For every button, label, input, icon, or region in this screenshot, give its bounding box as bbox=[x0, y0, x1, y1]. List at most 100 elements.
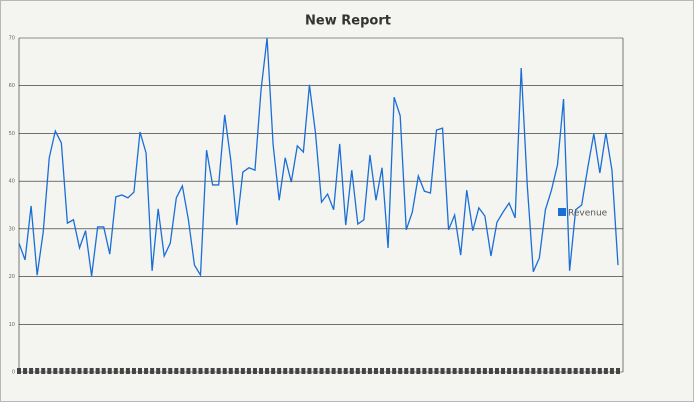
x-tick-mark bbox=[271, 368, 276, 374]
x-tick-mark bbox=[210, 368, 215, 374]
x-tick-mark bbox=[349, 368, 354, 374]
x-tick-mark bbox=[513, 368, 518, 374]
x-tick-mark bbox=[367, 368, 372, 374]
x-tick-mark bbox=[162, 368, 167, 374]
x-tick-mark bbox=[410, 368, 415, 374]
x-tick-mark bbox=[295, 368, 300, 374]
x-tick-mark bbox=[289, 368, 294, 374]
x-tick-mark bbox=[337, 368, 342, 374]
x-tick-mark bbox=[107, 368, 112, 374]
x-tick-mark bbox=[470, 368, 475, 374]
x-tick-mark bbox=[458, 368, 463, 374]
x-tick-mark bbox=[125, 368, 130, 374]
x-tick-mark bbox=[428, 368, 433, 374]
x-tick-mark bbox=[525, 368, 530, 374]
x-tick-mark bbox=[174, 368, 179, 374]
x-tick-mark bbox=[131, 368, 136, 374]
x-tick-mark bbox=[95, 368, 100, 374]
x-tick-mark bbox=[89, 368, 94, 374]
x-tick-mark bbox=[192, 368, 197, 374]
legend-label: Revenue bbox=[568, 209, 608, 219]
x-tick-mark bbox=[392, 368, 397, 374]
x-tick-mark bbox=[416, 368, 421, 374]
x-tick-mark bbox=[23, 368, 28, 374]
legend-marker bbox=[558, 208, 566, 216]
x-tick-mark bbox=[434, 368, 439, 374]
y-tick-label: 0 bbox=[12, 370, 15, 376]
x-tick-mark bbox=[265, 368, 270, 374]
x-tick-mark bbox=[507, 368, 512, 374]
x-tick-mark bbox=[150, 368, 155, 374]
x-tick-mark bbox=[65, 368, 70, 374]
x-tick-mark bbox=[579, 368, 584, 374]
x-tick-mark bbox=[531, 368, 536, 374]
y-tick-label: 20 bbox=[9, 274, 15, 280]
x-tick-mark bbox=[561, 368, 566, 374]
y-tick-label: 30 bbox=[9, 226, 15, 232]
x-tick-mark bbox=[543, 368, 548, 374]
x-tick-mark bbox=[259, 368, 264, 374]
y-tick-label: 70 bbox=[9, 36, 15, 42]
x-tick-mark bbox=[573, 368, 578, 374]
x-tick-mark bbox=[113, 368, 118, 374]
x-tick-mark bbox=[597, 368, 602, 374]
x-tick-mark bbox=[101, 368, 106, 374]
x-tick-mark bbox=[198, 368, 203, 374]
x-tick-mark bbox=[519, 368, 524, 374]
x-tick-mark bbox=[501, 368, 506, 374]
x-tick-mark bbox=[77, 368, 82, 374]
y-tick-label: 40 bbox=[9, 179, 15, 185]
x-tick-mark bbox=[119, 368, 124, 374]
x-tick-mark bbox=[156, 368, 161, 374]
x-tick-mark bbox=[446, 368, 451, 374]
x-tick-mark bbox=[603, 368, 608, 374]
x-tick-mark bbox=[144, 368, 149, 374]
x-tick-mark bbox=[325, 368, 330, 374]
x-tick-mark bbox=[452, 368, 457, 374]
y-tick-label: 10 bbox=[9, 322, 15, 328]
x-tick-mark bbox=[609, 368, 614, 374]
x-tick-mark bbox=[355, 368, 360, 374]
x-tick-mark bbox=[246, 368, 251, 374]
x-tick-mark bbox=[228, 368, 233, 374]
x-tick-mark bbox=[313, 368, 318, 374]
x-tick-mark bbox=[47, 368, 52, 374]
x-tick-mark bbox=[71, 368, 76, 374]
x-tick-mark bbox=[59, 368, 64, 374]
x-tick-mark bbox=[29, 368, 34, 374]
x-tick-mark bbox=[319, 368, 324, 374]
x-tick-mark bbox=[222, 368, 227, 374]
x-tick-mark bbox=[83, 368, 88, 374]
x-tick-mark bbox=[301, 368, 306, 374]
x-tick-mark bbox=[537, 368, 542, 374]
y-tick-label: 60 bbox=[9, 83, 15, 89]
x-tick-mark bbox=[138, 368, 143, 374]
x-tick-mark bbox=[277, 368, 282, 374]
x-tick-mark bbox=[234, 368, 239, 374]
x-tick-mark bbox=[361, 368, 366, 374]
x-tick-mark bbox=[283, 368, 288, 374]
x-tick-mark bbox=[482, 368, 487, 374]
x-tick-mark bbox=[204, 368, 209, 374]
x-tick-mark bbox=[17, 368, 21, 374]
x-tick-mark bbox=[464, 368, 469, 374]
x-tick-mark bbox=[380, 368, 385, 374]
x-tick-mark bbox=[240, 368, 245, 374]
x-tick-mark bbox=[180, 368, 185, 374]
x-tick-mark bbox=[53, 368, 58, 374]
x-tick-mark bbox=[422, 368, 427, 374]
x-tick-mark bbox=[555, 368, 560, 374]
x-tick-mark bbox=[252, 368, 257, 374]
x-tick-mark bbox=[616, 368, 620, 374]
x-tick-mark bbox=[386, 368, 391, 374]
x-tick-mark bbox=[476, 368, 481, 374]
x-tick-mark bbox=[331, 368, 336, 374]
x-tick-mark bbox=[567, 368, 572, 374]
x-tick-mark bbox=[186, 368, 191, 374]
x-tick-mark bbox=[488, 368, 493, 374]
x-tick-mark bbox=[343, 368, 348, 374]
x-tick-mark bbox=[35, 368, 40, 374]
x-tick-mark bbox=[440, 368, 445, 374]
